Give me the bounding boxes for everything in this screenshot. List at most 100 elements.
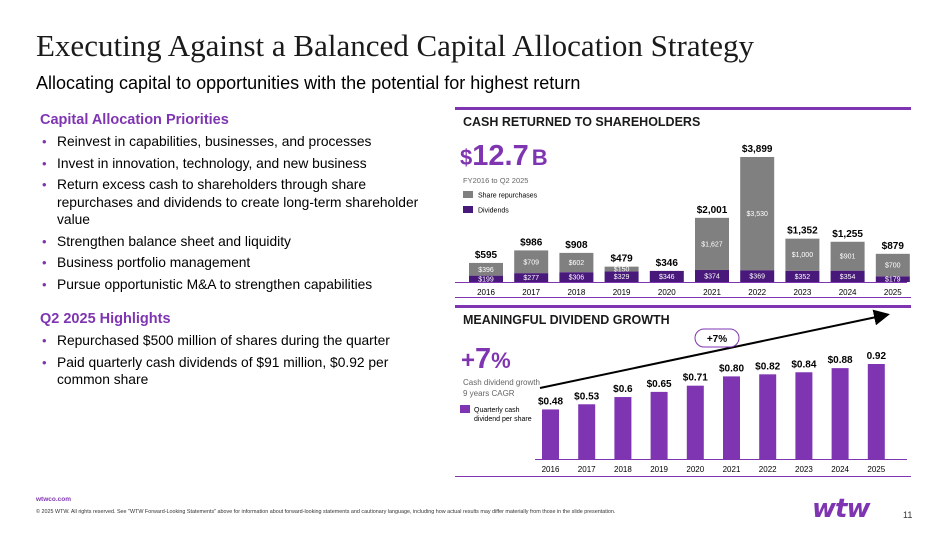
repurchase-value-label: $1,000 bbox=[792, 252, 814, 259]
dividend-bar bbox=[831, 368, 849, 459]
footer-legal: © 2025 WTW. All rights reserved. See "WT… bbox=[36, 509, 616, 515]
bar-repurchase bbox=[514, 250, 549, 274]
bar-dividend bbox=[695, 270, 729, 282]
bar-repurchase bbox=[559, 252, 594, 273]
highlights-heading: Q2 2025 Highlights bbox=[40, 311, 171, 327]
priority-item: Reinvest in capabilities, businesses, an… bbox=[40, 133, 430, 151]
highlight-item: Paid quarterly cash dividends of $91 mil… bbox=[40, 354, 430, 389]
repurchase-value-label: $3,530 bbox=[746, 211, 768, 218]
dividend-value-label: $346 bbox=[659, 274, 675, 281]
cash-panel-title: CASH RETURNED TO SHAREHOLDERS bbox=[463, 115, 701, 129]
dividend-year-label: 2017 bbox=[578, 465, 596, 474]
bar-repurchase bbox=[695, 217, 729, 271]
growth-caption-2: 9 years CAGR bbox=[463, 389, 515, 398]
total-value-label: $3,899 bbox=[742, 144, 773, 155]
dividend-growth-panel: MEANINGFUL DIVIDEND GROWTH +7% Cash divi… bbox=[455, 305, 911, 477]
total-value-label: $1,352 bbox=[787, 226, 818, 237]
dividend-bar bbox=[795, 372, 813, 459]
dividend-year-label: 2016 bbox=[542, 465, 560, 474]
cash-year-label: 2025 bbox=[884, 288, 902, 297]
legend-swatch-dividend bbox=[460, 405, 470, 413]
dividend-value-label: $0.84 bbox=[791, 359, 816, 370]
dividend-value-label: $354 bbox=[840, 274, 856, 281]
dividend-value-label: $0.80 bbox=[719, 363, 744, 374]
left-column: Capital Allocation Priorities Reinvest i… bbox=[40, 112, 430, 402]
bar-repurchase bbox=[469, 262, 503, 276]
dividend-value-label: $369 bbox=[749, 274, 765, 281]
dividend-year-label: 2024 bbox=[831, 465, 849, 474]
cash-year-label: 2017 bbox=[522, 288, 540, 297]
dividend-year-label: 2018 bbox=[614, 465, 632, 474]
dividend-value-label: $0.88 bbox=[828, 355, 853, 366]
dividend-bar bbox=[686, 385, 704, 459]
dividend-year-label: 2021 bbox=[723, 465, 741, 474]
legend-label-dividend-1: Quarterly cash bbox=[474, 407, 520, 414]
dividend-value-label: $199 bbox=[478, 276, 494, 283]
page-title: Executing Against a Balanced Capital All… bbox=[36, 28, 754, 63]
legend-label-dividends: Dividends bbox=[478, 208, 509, 215]
dividend-value-label: $0.71 bbox=[683, 373, 708, 384]
trend-badge bbox=[694, 328, 740, 348]
dividend-value-label: $0.65 bbox=[647, 379, 672, 390]
bar-dividend bbox=[514, 273, 549, 282]
bar-dividend bbox=[469, 275, 503, 282]
dividend-value-label: $329 bbox=[614, 274, 630, 281]
dividend-value-label: $374 bbox=[704, 274, 720, 281]
total-value-label: $986 bbox=[520, 237, 543, 248]
bar-dividend bbox=[559, 272, 594, 282]
dividend-year-label: 2023 bbox=[795, 465, 813, 474]
cash-year-label: 2021 bbox=[703, 288, 721, 297]
cash-bars-group: $199 $396 $595 2016 $277 $709 $986 2017 $306 $602… bbox=[469, 144, 910, 297]
legend-label-dividend-2: dividend per share bbox=[474, 416, 532, 423]
footer-url[interactable]: wtwco.com bbox=[36, 496, 72, 503]
priority-item: Return excess cash to shareholders throu… bbox=[40, 176, 430, 229]
highlights-list: Repurchased $500 million of shares durin… bbox=[40, 332, 430, 389]
cash-returned-chart: $12.7 B FY2016 to Q2 2025 Share repurchas… bbox=[455, 140, 910, 297]
bar-repurchase bbox=[785, 238, 820, 271]
total-value-label: $908 bbox=[565, 240, 588, 251]
bar-repurchase bbox=[604, 266, 639, 272]
bar-repurchase bbox=[830, 241, 865, 271]
cash-year-label: 2018 bbox=[568, 288, 586, 297]
page-number: 11 bbox=[903, 510, 913, 520]
total-value-label: $2,001 bbox=[697, 205, 728, 216]
trend-arrow bbox=[539, 309, 890, 389]
legend-label-repurchases: Share repurchases bbox=[478, 193, 538, 200]
cash-year-label: 2023 bbox=[794, 288, 812, 297]
cash-year-label: 2020 bbox=[658, 288, 676, 297]
bar-repurchase bbox=[740, 157, 775, 271]
legend-swatch-dividends bbox=[463, 206, 473, 213]
dividend-bar bbox=[650, 391, 668, 459]
repurchase-value-label: $396 bbox=[478, 267, 494, 274]
total-value-label: $879 bbox=[882, 241, 905, 252]
repurchase-value-label: $700 bbox=[885, 263, 901, 270]
dividend-value-label: $0.6 bbox=[613, 384, 633, 395]
bar-dividend bbox=[875, 276, 910, 282]
dividend-year-label: 2020 bbox=[686, 465, 704, 474]
dividend-year-label: 2022 bbox=[759, 465, 777, 474]
cash-year-label: 2019 bbox=[613, 288, 631, 297]
company-logo: wtw bbox=[812, 494, 870, 524]
period-label: FY2016 to Q2 2025 bbox=[463, 176, 528, 185]
bar-dividend bbox=[830, 270, 865, 282]
priorities-heading: Capital Allocation Priorities bbox=[40, 112, 229, 128]
bar-repurchase bbox=[875, 253, 910, 277]
dividend-value-label: $352 bbox=[795, 274, 811, 281]
repurchase-value-label: $901 bbox=[840, 254, 856, 261]
dividend-bar bbox=[542, 409, 559, 459]
bar-dividend bbox=[740, 270, 775, 282]
dividend-bar bbox=[614, 397, 632, 459]
cash-returned-panel: CASH RETURNED TO SHAREHOLDERS $12.7 B FY2… bbox=[455, 107, 911, 298]
big-number: $12.7 B bbox=[460, 140, 548, 172]
repurchase-value-label: $1,627 bbox=[701, 241, 723, 248]
dividend-value-label: 0.92 bbox=[867, 351, 887, 362]
repurchase-value-label: $150 bbox=[614, 267, 630, 274]
priority-item: Invest in innovation, technology, and ne… bbox=[40, 155, 430, 173]
dividend-bar bbox=[867, 364, 885, 459]
dividend-year-label: 2025 bbox=[867, 465, 885, 474]
growth-caption-1: Cash dividend growth bbox=[463, 378, 540, 387]
bar-dividend bbox=[785, 270, 820, 282]
dividend-bar bbox=[578, 404, 596, 459]
priority-item: Pursue opportunistic M&A to strengthen c… bbox=[40, 276, 430, 294]
dividend-growth-chart: +7% Cash dividend growth 9 years CAGR Qu… bbox=[460, 309, 907, 474]
